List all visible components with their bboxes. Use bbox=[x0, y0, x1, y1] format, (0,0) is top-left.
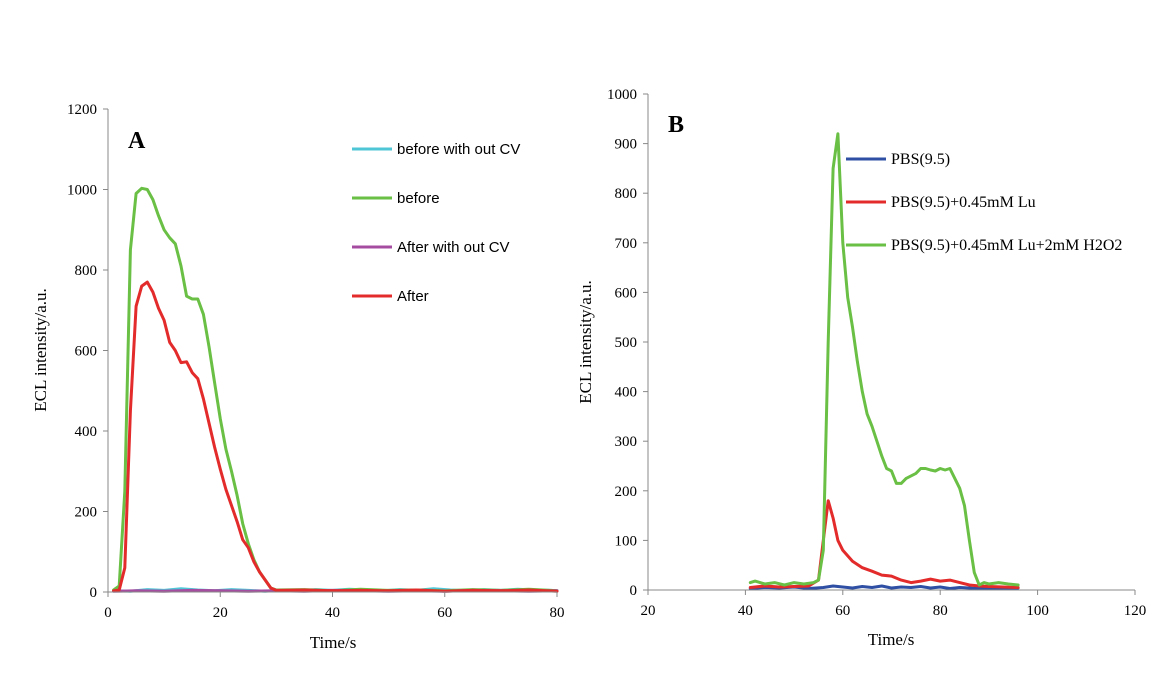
chart-a-legend-label: After with out CV bbox=[397, 239, 510, 256]
chart-b-y-tick-label: 400 bbox=[615, 385, 638, 401]
chart-b-series-lines bbox=[748, 132, 1020, 590]
chart-b-x-tick-label: 100 bbox=[1026, 603, 1049, 619]
chart-b-x-ticks: 20 40 60 80 100 120 bbox=[641, 590, 1147, 619]
chart-b-y-tick-label: 800 bbox=[615, 186, 638, 202]
chart-b-panel-label: B bbox=[668, 112, 684, 138]
chart-a-y-tick-label: 200 bbox=[75, 505, 98, 521]
chart-b-x-tick-label: 20 bbox=[641, 603, 656, 619]
chart-a-y-label: ECL intensity/a.u. bbox=[31, 288, 50, 412]
chart-a-legend-label: before bbox=[397, 190, 440, 207]
chart-a-x-tick-label: 60 bbox=[437, 605, 452, 621]
chart-b: 0 100 200 300 400 500 600 700 800 900 1000 20 40 60 8… bbox=[576, 87, 1146, 649]
chart-a-y-ticks: 0 200 400 600 800 1000 1200 bbox=[67, 102, 108, 601]
chart-b-y-ticks: 0 100 200 300 400 500 600 700 800 900 1000 bbox=[607, 87, 648, 599]
chart-a-y-tick-label: 0 bbox=[90, 585, 98, 601]
chart-b-y-tick-label: 100 bbox=[615, 533, 638, 549]
chart-b-legend-label: PBS(9.5)+0.45mM Lu bbox=[891, 194, 1036, 211]
chart-a-y-tick-label: 400 bbox=[75, 424, 98, 440]
chart-b-legend-label: PBS(9.5) bbox=[891, 151, 950, 168]
chart-a-y-tick-label: 1000 bbox=[67, 183, 97, 199]
chart-a-series-lines bbox=[112, 186, 559, 593]
chart-b-y-tick-label: 500 bbox=[615, 335, 638, 351]
chart-b-x-tick-label: 80 bbox=[933, 603, 948, 619]
chart-b-series-2-line bbox=[748, 132, 1020, 587]
chart-a-x-tick-label: 20 bbox=[213, 605, 228, 621]
chart-a-y-tick-label: 1200 bbox=[67, 102, 97, 118]
chart-b-y-tick-label: 900 bbox=[615, 137, 638, 153]
chart-b-x-label: Time/s bbox=[868, 630, 915, 649]
chart-a-legend: before with out CV before After with out C… bbox=[352, 141, 520, 305]
chart-a-x-tick-label: 80 bbox=[550, 605, 565, 621]
chart-a-x-label: Time/s bbox=[310, 633, 357, 652]
chart-b-y-label: ECL intensity/a.u. bbox=[576, 280, 595, 404]
chart-a-y-tick-label: 600 bbox=[75, 344, 98, 360]
chart-b-x-tick-label: 60 bbox=[835, 603, 850, 619]
chart-b-y-tick-label: 0 bbox=[630, 583, 638, 599]
chart-a-panel-label: A bbox=[128, 128, 146, 154]
chart-a-series-3-line bbox=[112, 280, 559, 593]
chart-b-y-tick-label: 300 bbox=[615, 434, 638, 450]
chart-b-series-1-line bbox=[748, 499, 1020, 589]
chart-b-legend-label: PBS(9.5)+0.45mM Lu+2mM H2O2 bbox=[891, 237, 1122, 254]
chart-b-x-tick-label: 120 bbox=[1124, 603, 1147, 619]
chart-a-y-tick-label: 800 bbox=[75, 263, 98, 279]
chart-a-x-ticks: 0 20 40 60 80 bbox=[104, 592, 565, 621]
chart-b-x-tick-label: 40 bbox=[738, 603, 753, 619]
chart-b-y-tick-label: 1000 bbox=[607, 87, 637, 103]
chart-a-x-tick-label: 0 bbox=[104, 605, 112, 621]
chart-b-y-tick-label: 200 bbox=[615, 484, 638, 500]
chart-a-legend-label: After bbox=[397, 288, 429, 305]
chart-b-y-tick-label: 600 bbox=[615, 285, 638, 301]
chart-a-x-tick-label: 40 bbox=[325, 605, 340, 621]
chart-b-series-0-line bbox=[748, 584, 1020, 590]
chart-b-y-tick-label: 700 bbox=[615, 236, 638, 252]
chart-a-legend-label: before with out CV bbox=[397, 141, 520, 158]
chart-a: 0 200 400 600 800 1000 1200 0 20 40 60 80 Time/s E… bbox=[31, 102, 565, 652]
chart-b-legend: PBS(9.5) PBS(9.5)+0.45mM Lu PBS(9.5)+0.45m… bbox=[846, 151, 1122, 254]
